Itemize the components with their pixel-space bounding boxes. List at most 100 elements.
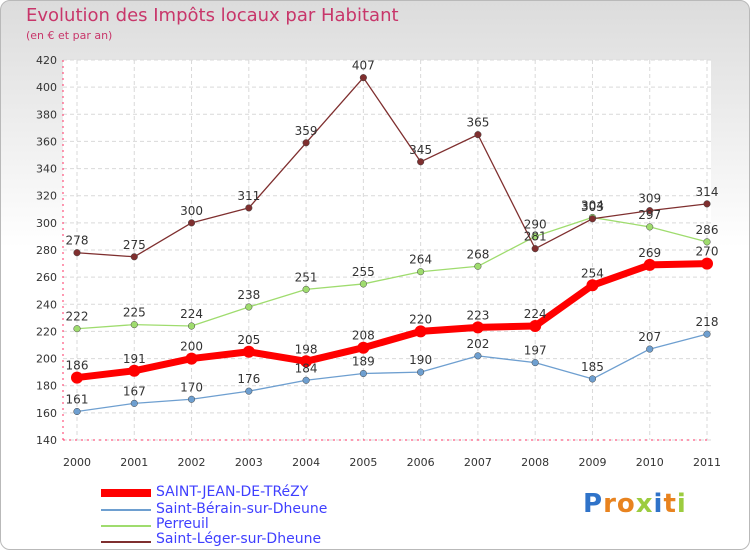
legend-label-saint-leger: Saint-Léger-sur-Dheune [156, 531, 322, 547]
legend-swatch-perreuil [101, 525, 151, 527]
data-point [359, 74, 367, 82]
data-label: 309 [638, 192, 661, 206]
x-tick-label: 2003 [235, 456, 263, 469]
data-point [703, 330, 711, 338]
data-point [646, 223, 654, 231]
data-label: 185 [581, 360, 604, 374]
data-label: 254 [581, 266, 604, 280]
data-label: 176 [237, 372, 260, 386]
legend-label-saint-berain: Saint-Bérain-sur-Dheune [156, 501, 328, 517]
legend-swatch-saint-leger [101, 541, 151, 543]
data-point [302, 139, 310, 147]
data-point [588, 215, 597, 223]
data-label: 345 [409, 143, 432, 157]
data-label: 300 [180, 204, 203, 218]
x-tick-label: 2004 [292, 456, 320, 469]
data-point [130, 321, 138, 329]
data-label: 191 [123, 352, 146, 366]
x-tick-label: 2000 [63, 456, 91, 469]
data-label: 365 [466, 116, 489, 130]
data-label: 269 [638, 246, 661, 260]
data-label: 303 [581, 200, 604, 214]
data-label: 407 [352, 59, 375, 73]
data-label: 278 [66, 234, 89, 248]
data-point [474, 352, 482, 360]
x-tick-label: 2001 [120, 456, 148, 469]
y-tick-label: 260 [36, 271, 57, 284]
x-tick-label: 2005 [349, 456, 377, 469]
data-point [187, 395, 196, 403]
data-label: 314 [696, 185, 719, 199]
legend-swatch-saint-berain [101, 509, 151, 511]
data-label: 197 [524, 344, 547, 358]
data-point [187, 322, 196, 330]
data-label: 290 [524, 217, 547, 231]
data-point [302, 285, 310, 293]
data-label: 224 [180, 307, 203, 321]
data-label: 202 [466, 337, 489, 351]
legend-label-perreuil: Perreuil [156, 516, 209, 532]
data-point [128, 364, 141, 377]
x-tick-label: 2011 [693, 456, 721, 469]
data-point [643, 258, 656, 271]
data-point [359, 369, 367, 378]
x-tick-label: 2002 [178, 456, 206, 469]
data-point [531, 232, 539, 240]
data-label: 268 [466, 247, 489, 261]
data-point [359, 280, 367, 288]
data-label: 359 [295, 124, 318, 138]
series-line [76, 333, 708, 413]
data-label: 238 [237, 288, 260, 302]
data-point [73, 407, 81, 416]
x-tick-label: 2006 [407, 456, 435, 469]
data-point [187, 219, 196, 227]
data-point [417, 368, 425, 376]
data-label: 167 [123, 384, 146, 398]
y-tick-label: 360 [36, 135, 57, 148]
data-label: 275 [123, 238, 146, 252]
y-tick-label: 220 [36, 325, 57, 338]
data-label: 190 [409, 353, 432, 367]
logo-letter: x [635, 489, 654, 519]
data-point [130, 399, 138, 407]
data-label: 255 [352, 265, 375, 279]
x-tick-label: 2007 [464, 456, 492, 469]
x-tick-label: 2008 [521, 456, 549, 469]
data-label: 223 [466, 308, 489, 322]
logo-letter: P [583, 489, 604, 519]
data-label: 186 [66, 359, 89, 373]
data-point [185, 352, 198, 365]
y-tick-label: 300 [36, 217, 57, 230]
data-point [357, 341, 370, 354]
data-point [245, 303, 253, 311]
x-tick-label: 2010 [636, 456, 664, 469]
data-point [531, 245, 539, 253]
data-point [529, 320, 542, 332]
data-label: 218 [696, 315, 719, 329]
data-label: 189 [352, 355, 375, 369]
data-point [73, 325, 81, 333]
y-tick-label: 140 [36, 434, 57, 447]
y-tick-label: 180 [36, 380, 57, 393]
y-tick-label: 400 [36, 81, 57, 94]
data-label: 304 [581, 198, 604, 212]
logo-letter: i [653, 489, 664, 519]
data-point [646, 345, 654, 353]
proxiti-logo: Proxiti [583, 489, 687, 519]
data-label: 170 [180, 380, 203, 394]
legend-swatch-saint-jean [101, 489, 151, 497]
y-tick-label: 340 [36, 163, 57, 176]
data-point [242, 345, 255, 358]
data-point [130, 253, 138, 261]
series-line [76, 216, 708, 330]
data-point [646, 207, 654, 215]
data-label: 251 [295, 270, 318, 284]
data-point [73, 249, 81, 257]
data-label: 270 [696, 245, 719, 259]
data-label: 208 [352, 329, 375, 343]
y-tick-label: 200 [36, 353, 57, 366]
data-label: 198 [295, 342, 318, 356]
data-point [703, 238, 711, 246]
data-point [414, 325, 427, 338]
